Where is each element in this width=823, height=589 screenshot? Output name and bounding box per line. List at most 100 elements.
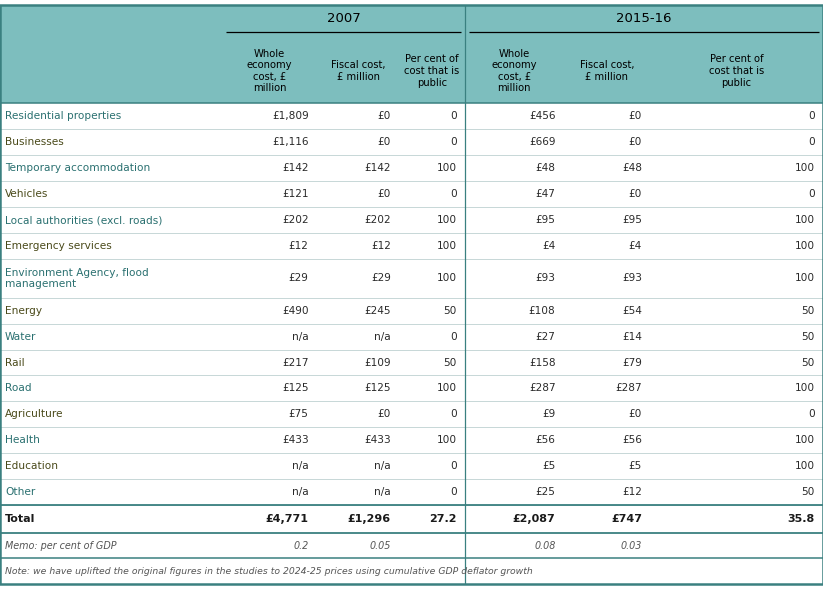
Text: Other: Other	[5, 487, 35, 497]
Bar	[0, 130, 823, 155]
Bar	[0, 104, 823, 130]
Text: Vehicles: Vehicles	[5, 189, 49, 199]
Text: £125: £125	[365, 383, 391, 393]
Bar	[0, 454, 823, 479]
Text: 100: 100	[437, 273, 457, 283]
Text: £93: £93	[536, 273, 556, 283]
Text: £158: £158	[529, 358, 556, 368]
Text: 50: 50	[802, 306, 815, 316]
Text: Water: Water	[5, 332, 36, 342]
Bar	[0, 349, 823, 375]
Text: £14: £14	[622, 332, 642, 342]
Text: £5: £5	[629, 461, 642, 471]
Text: 2007: 2007	[327, 12, 360, 25]
Text: £0: £0	[629, 189, 642, 199]
Text: 50: 50	[802, 332, 815, 342]
Text: Health: Health	[5, 435, 40, 445]
Text: 0: 0	[808, 137, 815, 147]
Text: £108: £108	[528, 306, 556, 316]
Text: Per cent of
cost that is
public: Per cent of cost that is public	[404, 54, 460, 88]
Bar	[0, 297, 823, 323]
Text: 50: 50	[802, 487, 815, 497]
Text: 100: 100	[437, 216, 457, 225]
Text: £75: £75	[289, 409, 309, 419]
Text: 50: 50	[802, 358, 815, 368]
Bar	[0, 323, 823, 349]
Text: £95: £95	[536, 216, 556, 225]
Text: 0: 0	[808, 111, 815, 121]
Text: £27: £27	[536, 332, 556, 342]
Text: n/a: n/a	[292, 332, 309, 342]
Text: £93: £93	[622, 273, 642, 283]
Text: £25: £25	[536, 487, 556, 497]
Bar	[0, 259, 823, 297]
Text: Businesses: Businesses	[5, 137, 63, 147]
Text: £56: £56	[622, 435, 642, 445]
Text: 0: 0	[808, 409, 815, 419]
Text: Memo: per cent of GDP: Memo: per cent of GDP	[5, 541, 116, 551]
Text: £287: £287	[529, 383, 556, 393]
Bar	[0, 233, 823, 259]
Text: 100: 100	[437, 163, 457, 173]
Text: £56: £56	[536, 435, 556, 445]
Text: 0: 0	[450, 487, 457, 497]
Text: 0: 0	[450, 137, 457, 147]
Text: £202: £202	[282, 216, 309, 225]
Text: 0: 0	[450, 461, 457, 471]
Text: £9: £9	[542, 409, 556, 419]
Text: Temporary accommodation: Temporary accommodation	[5, 163, 150, 173]
Text: Whole
economy
cost, £
million: Whole economy cost, £ million	[247, 49, 292, 94]
Text: £142: £142	[365, 163, 391, 173]
Text: 35.8: 35.8	[788, 514, 815, 524]
Text: 2015-16: 2015-16	[616, 12, 672, 25]
Text: 0: 0	[808, 189, 815, 199]
Text: £1,809: £1,809	[272, 111, 309, 121]
Text: £287: £287	[616, 383, 642, 393]
Text: £202: £202	[365, 216, 391, 225]
Text: £95: £95	[622, 216, 642, 225]
Text: 100: 100	[795, 383, 815, 393]
Text: £0: £0	[378, 137, 391, 147]
Bar	[0, 155, 823, 181]
Text: £109: £109	[365, 358, 391, 368]
Text: Note: we have uplifted the original figures in the studies to 2024-25 prices usi: Note: we have uplifted the original figu…	[5, 567, 532, 576]
Text: £142: £142	[282, 163, 309, 173]
Text: 100: 100	[795, 461, 815, 471]
Text: £125: £125	[282, 383, 309, 393]
Text: £217: £217	[282, 358, 309, 368]
Text: £12: £12	[289, 241, 309, 252]
Text: 0.05: 0.05	[370, 541, 391, 551]
Text: 100: 100	[795, 273, 815, 283]
Text: £48: £48	[536, 163, 556, 173]
Text: £245: £245	[365, 306, 391, 316]
Text: Residential properties: Residential properties	[5, 111, 121, 121]
Text: £54: £54	[622, 306, 642, 316]
Text: £0: £0	[378, 111, 391, 121]
Text: £47: £47	[536, 189, 556, 199]
Text: 100: 100	[437, 435, 457, 445]
Text: £12: £12	[622, 487, 642, 497]
Text: 100: 100	[795, 216, 815, 225]
Text: Education: Education	[5, 461, 58, 471]
Text: n/a: n/a	[374, 461, 391, 471]
Text: 0.2: 0.2	[293, 541, 309, 551]
Bar	[0, 402, 823, 428]
Text: 100: 100	[437, 383, 457, 393]
Text: 0: 0	[450, 189, 457, 199]
Text: £0: £0	[629, 111, 642, 121]
Text: £5: £5	[542, 461, 556, 471]
Text: £4: £4	[629, 241, 642, 252]
Text: £29: £29	[289, 273, 309, 283]
Text: Total: Total	[5, 514, 35, 524]
Text: £669: £669	[529, 137, 556, 147]
Text: Local authorities (excl. roads): Local authorities (excl. roads)	[5, 216, 162, 225]
Text: £4: £4	[542, 241, 556, 252]
Text: Road: Road	[5, 383, 31, 393]
Text: 100: 100	[795, 435, 815, 445]
Text: Environment Agency, flood
management: Environment Agency, flood management	[5, 267, 149, 289]
Text: 50: 50	[444, 358, 457, 368]
Text: 50: 50	[444, 306, 457, 316]
Text: 100: 100	[795, 241, 815, 252]
Text: 0: 0	[450, 409, 457, 419]
Text: £0: £0	[378, 189, 391, 199]
